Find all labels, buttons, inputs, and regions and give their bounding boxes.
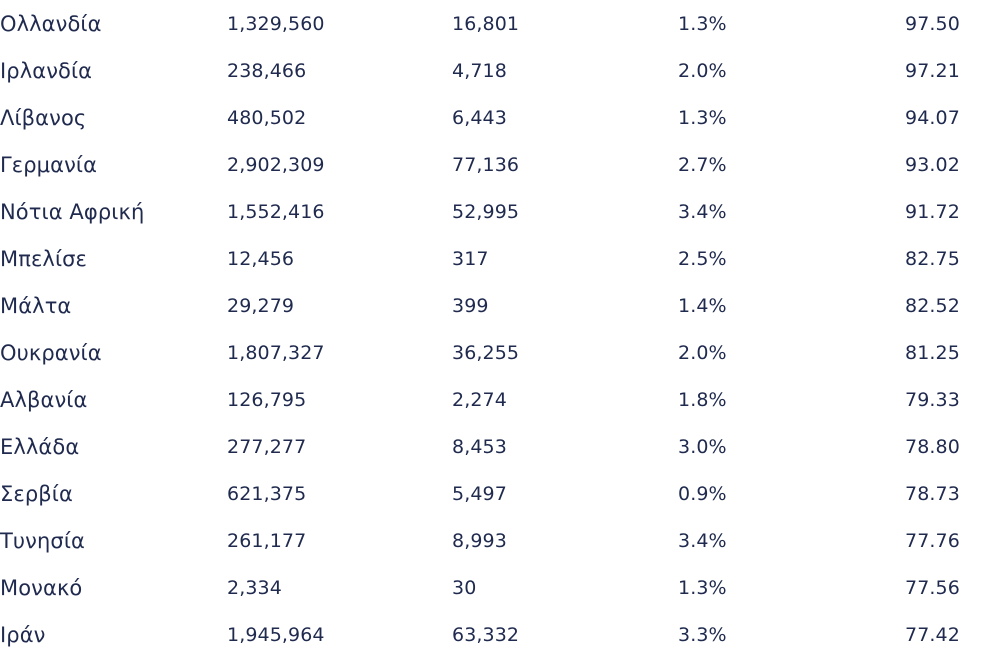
table-row: Ιράν 1,945,964 63,332 3.3% 77.42 xyxy=(0,611,989,658)
table-row: Τυνησία 261,177 8,993 3.4% 77.76 xyxy=(0,517,989,564)
deaths-cell: 317 xyxy=(452,247,489,270)
country-cell: Μονακό xyxy=(0,575,83,600)
cases-cell: 126,795 xyxy=(227,388,307,411)
rate-cell: 3.3% xyxy=(678,623,727,646)
country-cell: Ελλάδα xyxy=(0,434,80,459)
rate-cell: 1.3% xyxy=(678,12,727,35)
cases-cell: 261,177 xyxy=(227,529,307,552)
table-row: Ιρλανδία 238,466 4,718 2.0% 97.21 xyxy=(0,47,989,94)
rate-cell: 2.7% xyxy=(678,153,727,176)
score-cell: 82.75 xyxy=(905,247,960,270)
deaths-cell: 8,453 xyxy=(452,435,507,458)
rate-cell: 1.3% xyxy=(678,106,727,129)
table-row: Ουκρανία 1,807,327 36,255 2.0% 81.25 xyxy=(0,329,989,376)
score-cell: 81.25 xyxy=(905,341,960,364)
country-cell: Τυνησία xyxy=(0,528,85,553)
rate-cell: 3.4% xyxy=(678,529,727,552)
score-cell: 77.76 xyxy=(905,529,960,552)
cases-cell: 1,807,327 xyxy=(227,341,325,364)
score-cell: 77.42 xyxy=(905,623,960,646)
score-cell: 82.52 xyxy=(905,294,960,317)
deaths-cell: 2,274 xyxy=(452,388,507,411)
rate-cell: 0.9% xyxy=(678,482,727,505)
country-cell: Ουκρανία xyxy=(0,340,102,365)
table-row: Ολλανδία 1,329,560 16,801 1.3% 97.50 xyxy=(0,0,989,47)
country-cell: Λίβανος xyxy=(0,105,87,130)
rate-cell: 2.5% xyxy=(678,247,727,270)
country-cell: Μπελίσε xyxy=(0,246,88,271)
deaths-cell: 6,443 xyxy=(452,106,507,129)
cases-cell: 621,375 xyxy=(227,482,307,505)
table-row: Μάλτα 29,279 399 1.4% 82.52 xyxy=(0,282,989,329)
rate-cell: 2.0% xyxy=(678,59,727,82)
table-row: Ελλάδα 277,277 8,453 3.0% 78.80 xyxy=(0,423,989,470)
deaths-cell: 77,136 xyxy=(452,153,520,176)
deaths-cell: 52,995 xyxy=(452,200,520,223)
rate-cell: 1.3% xyxy=(678,576,727,599)
cases-cell: 2,334 xyxy=(227,576,282,599)
table-row: Μπελίσε 12,456 317 2.5% 82.75 xyxy=(0,235,989,282)
country-cell: Ιρλανδία xyxy=(0,58,93,83)
country-cell: Αλβανία xyxy=(0,387,88,412)
country-cell: Ολλανδία xyxy=(0,11,102,36)
rate-cell: 3.4% xyxy=(678,200,727,223)
cases-cell: 277,277 xyxy=(227,435,307,458)
table-row: Γερμανία 2,902,309 77,136 2.7% 93.02 xyxy=(0,141,989,188)
score-cell: 97.21 xyxy=(905,59,960,82)
cases-cell: 480,502 xyxy=(227,106,307,129)
table-row: Αλβανία 126,795 2,274 1.8% 79.33 xyxy=(0,376,989,423)
cases-cell: 29,279 xyxy=(227,294,295,317)
table-row: Σερβία 621,375 5,497 0.9% 78.73 xyxy=(0,470,989,517)
score-cell: 97.50 xyxy=(905,12,960,35)
rate-cell: 1.8% xyxy=(678,388,727,411)
deaths-cell: 5,497 xyxy=(452,482,507,505)
score-cell: 77.56 xyxy=(905,576,960,599)
country-cell: Σερβία xyxy=(0,481,73,506)
deaths-cell: 16,801 xyxy=(452,12,520,35)
deaths-cell: 63,332 xyxy=(452,623,520,646)
rate-cell: 1.4% xyxy=(678,294,727,317)
table-row: Νότια Αφρική 1,552,416 52,995 3.4% 91.72 xyxy=(0,188,989,235)
deaths-cell: 4,718 xyxy=(452,59,507,82)
rate-cell: 2.0% xyxy=(678,341,727,364)
score-cell: 93.02 xyxy=(905,153,960,176)
table-row: Μονακό 2,334 30 1.3% 77.56 xyxy=(0,564,989,611)
deaths-cell: 8,993 xyxy=(452,529,507,552)
cases-cell: 1,945,964 xyxy=(227,623,325,646)
score-cell: 79.33 xyxy=(905,388,960,411)
country-cell: Ιράν xyxy=(0,622,46,647)
deaths-cell: 36,255 xyxy=(452,341,520,364)
cases-cell: 12,456 xyxy=(227,247,295,270)
country-cell: Γερμανία xyxy=(0,152,98,177)
country-cell: Νότια Αφρική xyxy=(0,199,145,224)
table-row: Λίβανος 480,502 6,443 1.3% 94.07 xyxy=(0,94,989,141)
deaths-cell: 30 xyxy=(452,576,477,599)
rate-cell: 3.0% xyxy=(678,435,727,458)
score-cell: 78.73 xyxy=(905,482,960,505)
score-cell: 91.72 xyxy=(905,200,960,223)
cases-cell: 1,552,416 xyxy=(227,200,325,223)
score-cell: 94.07 xyxy=(905,106,960,129)
score-cell: 78.80 xyxy=(905,435,960,458)
country-cell: Μάλτα xyxy=(0,293,72,318)
deaths-cell: 399 xyxy=(452,294,489,317)
cases-cell: 2,902,309 xyxy=(227,153,325,176)
cases-cell: 1,329,560 xyxy=(227,12,325,35)
cases-cell: 238,466 xyxy=(227,59,307,82)
